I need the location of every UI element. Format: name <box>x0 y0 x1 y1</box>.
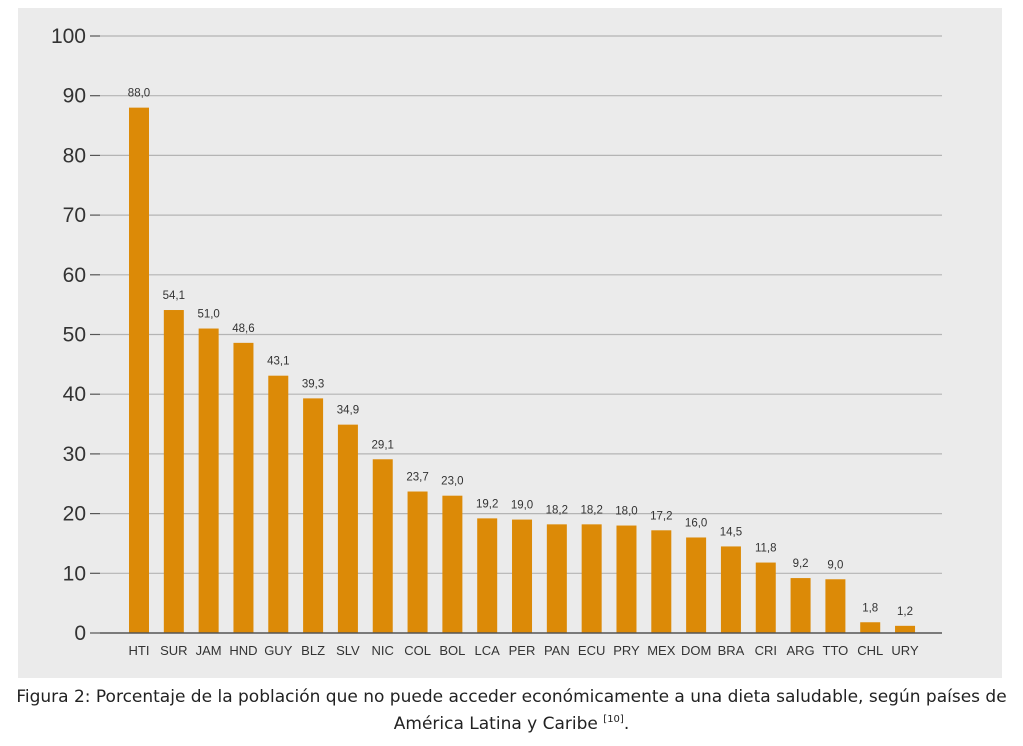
chart-panel: 0 10 20 30 40 50 60 70 80 90 100 88,0 54,1 51,0 48,6 4… <box>18 8 1002 678</box>
bar-bra <box>720 546 741 633</box>
y-tick-label: 100 <box>51 25 86 48</box>
x-tick-label: PER <box>509 643 536 658</box>
y-tick-label: 40 <box>63 383 86 406</box>
x-tick-label: PRY <box>613 643 640 658</box>
bar-sur <box>163 310 184 633</box>
caption-line-1: Figura 2: Porcentaje de la población que… <box>16 687 1007 707</box>
y-axis: 0 10 20 30 40 50 60 70 80 90 100 <box>51 25 100 645</box>
x-tick-label: HND <box>229 643 257 658</box>
y-tick-label: 30 <box>63 443 86 466</box>
bar-ecu <box>581 524 602 633</box>
x-tick-label: NIC <box>372 643 394 658</box>
x-tick-label: BRA <box>718 643 745 658</box>
bar-mex <box>651 530 672 633</box>
figure-caption: Figura 2: Porcentaje de la población que… <box>0 684 1023 738</box>
bar-pan <box>546 524 567 633</box>
caption-end: . <box>623 714 630 734</box>
data-label: 23,7 <box>406 472 428 484</box>
bar-col <box>407 491 428 633</box>
data-label: 51,0 <box>197 309 219 321</box>
bar-cri <box>755 562 776 633</box>
data-label: 17,2 <box>650 510 672 522</box>
bars <box>129 107 916 633</box>
bar-pry <box>616 525 637 633</box>
bar-chart: 0 10 20 30 40 50 60 70 80 90 100 88,0 54,1 51,0 48,6 4… <box>51 25 942 658</box>
x-tick-label: HTI <box>129 643 150 658</box>
x-tick-label: COL <box>404 643 431 658</box>
data-label: 43,1 <box>267 356 289 368</box>
bar-guy <box>268 375 289 633</box>
bar-hti <box>129 107 149 633</box>
bar-slv <box>337 424 358 633</box>
caption-line-2: América Latina y Caribe [10]. <box>0 711 1023 738</box>
bar-arg <box>790 578 811 633</box>
x-tick-label: BOL <box>439 643 465 658</box>
bar-dom <box>686 537 707 633</box>
bar-per <box>512 519 533 633</box>
x-tick-label: GUY <box>264 643 293 658</box>
bar-blz <box>303 398 324 633</box>
data-label: 16,0 <box>685 517 707 529</box>
data-label: 39,3 <box>302 378 324 390</box>
x-tick-label: MEX <box>647 643 676 658</box>
x-tick-label: SUR <box>160 643 187 658</box>
x-tick-label: CRI <box>755 643 777 658</box>
y-tick-label: 70 <box>63 204 86 227</box>
data-label: 11,8 <box>755 543 777 555</box>
x-tick-label: JAM <box>196 643 222 658</box>
data-label: 1,2 <box>897 606 913 618</box>
x-tick-label: URY <box>891 643 919 658</box>
data-label: 48,6 <box>232 323 254 335</box>
data-label: 19,0 <box>511 500 533 512</box>
data-label: 9,0 <box>827 559 843 571</box>
y-tick-label: 80 <box>63 144 86 167</box>
x-axis: HTI SUR JAM HND GUY BLZ SLV NIC COL BOL LCA PER PAN E… <box>129 643 919 658</box>
y-tick-label: 10 <box>63 562 86 585</box>
bar-jam <box>198 328 219 633</box>
bar-tto <box>825 579 846 633</box>
x-tick-label: SLV <box>336 643 360 658</box>
data-label: 1,8 <box>862 602 878 614</box>
data-label: 18,0 <box>615 506 637 518</box>
x-tick-label: BLZ <box>301 643 325 658</box>
y-tick-label: 90 <box>63 85 86 108</box>
bar-bol <box>442 495 463 633</box>
y-tick-label: 20 <box>63 503 86 526</box>
data-label: 34,9 <box>337 405 359 417</box>
x-tick-label: PAN <box>544 643 570 658</box>
data-label: 23,0 <box>441 476 463 488</box>
x-tick-label: DOM <box>681 643 711 658</box>
data-label: 14,5 <box>720 526 742 538</box>
data-label: 19,2 <box>476 498 498 510</box>
y-tick-label: 50 <box>63 324 86 347</box>
bar-ury <box>895 625 916 633</box>
data-label: 54,1 <box>163 290 185 302</box>
data-label: 9,2 <box>793 558 809 570</box>
bar-nic <box>372 459 393 633</box>
x-tick-label: ARG <box>786 643 814 658</box>
x-tick-label: LCA <box>475 643 501 658</box>
caption-reference: [10] <box>603 714 624 725</box>
x-tick-label: ECU <box>578 643 605 658</box>
data-label: 29,1 <box>372 439 394 451</box>
bar-hnd <box>233 342 254 633</box>
gridlines <box>100 35 942 574</box>
y-tick-label: 0 <box>74 622 86 645</box>
caption-line-2-text: América Latina y Caribe <box>393 714 604 734</box>
data-label: 18,2 <box>580 504 602 516</box>
data-label: 18,2 <box>546 504 568 516</box>
bar-chl <box>860 622 881 633</box>
data-labels: 88,0 54,1 51,0 48,6 43,1 39,3 34,9 29,1 23,7 23,0… <box>128 88 913 618</box>
x-tick-label: CHL <box>857 643 883 658</box>
x-tick-label: TTO <box>823 643 849 658</box>
bar-lca <box>477 518 498 633</box>
data-label: 88,0 <box>128 88 150 100</box>
y-tick-label: 60 <box>63 264 86 287</box>
